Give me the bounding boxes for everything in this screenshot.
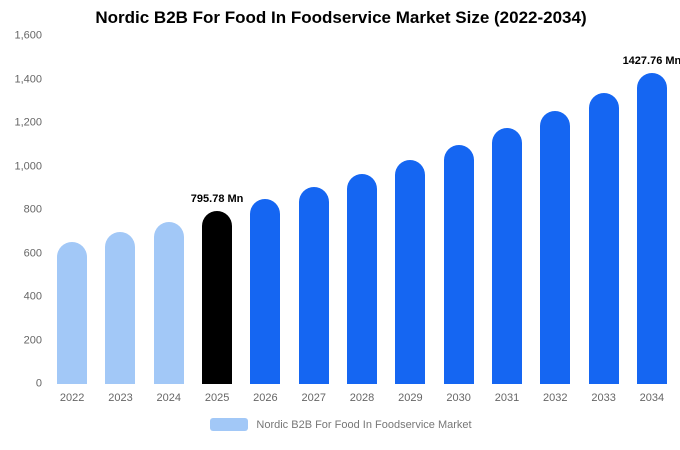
x-tick-label-2023: 2023 <box>108 392 133 404</box>
x-axis: 2022 2023 2024 2025 2026 2027 2028 2029 2030 2031… <box>48 384 676 404</box>
bar-2032 <box>540 111 571 384</box>
bar-2026 <box>250 199 281 384</box>
bar-group-2026 <box>241 36 289 384</box>
x-tick-label-2024: 2024 <box>156 392 182 404</box>
x-tick-label-2029: 2029 <box>398 392 423 404</box>
y-tick-label-1200: 1,200 <box>14 116 42 129</box>
y-tick-label-200: 200 <box>23 334 42 346</box>
y-tick-label-600: 600 <box>23 247 42 259</box>
y-tick-label-1600: 1,600 <box>14 29 42 42</box>
x-tick-label-2030: 2030 <box>446 392 471 404</box>
bar-group-2025: 795.78 Mn <box>190 36 244 384</box>
bar-2033 <box>588 93 619 384</box>
bar-group-2030 <box>435 36 483 384</box>
bar-group-2022 <box>48 36 96 384</box>
bar-2030 <box>443 144 474 384</box>
x-tick-label-2026: 2026 <box>253 392 278 404</box>
y-tick-label-0: 0 <box>35 377 42 390</box>
y-tick-label-1400: 1,400 <box>14 73 42 85</box>
legend-swatch[interactable] <box>210 418 249 431</box>
chart-title: Nordic B2B For Food In Foodservice Marke… <box>95 8 587 27</box>
bar-group-2023 <box>96 36 144 384</box>
bar-2034 <box>636 73 667 384</box>
x-tick-label-2022: 2022 <box>59 392 85 404</box>
plot-row: 0 200 400 600 800 1,000 1,200 1,400 1,600 795.78… <box>6 30 680 389</box>
x-tick-label-2028: 2028 <box>349 392 375 404</box>
bar-group-2033 <box>579 36 627 384</box>
x-tick-label-2032: 2032 <box>543 392 568 404</box>
x-tick-label-2034: 2034 <box>639 392 665 404</box>
bar-2031 <box>491 128 522 384</box>
bar-group-2028 <box>338 36 386 384</box>
bar-2025 <box>202 210 233 384</box>
bar-2024 <box>153 221 184 384</box>
y-tick-label-400: 400 <box>23 290 42 303</box>
bar-2022 <box>57 241 88 384</box>
bar-2028 <box>347 173 378 384</box>
bar-group-2032 <box>531 36 579 384</box>
bar-group-2024 <box>145 36 193 384</box>
bar-2029 <box>395 159 426 384</box>
bar-group-2027 <box>290 36 338 384</box>
x-tick-label-2033: 2033 <box>591 392 616 404</box>
bar-value-label-2025: 795.78 Mn <box>190 192 244 205</box>
legend: Nordic B2B For Food In Foodservice Marke… <box>6 418 676 431</box>
bar-2023 <box>105 231 136 384</box>
bar-value-label-2034: 1427.76 Mn <box>622 55 680 68</box>
y-axis: 0 200 400 600 800 1,000 1,200 1,400 1,600 <box>6 30 48 389</box>
y-tick-label-1000: 1,000 <box>14 160 42 172</box>
bar-group-2031 <box>483 36 531 384</box>
bar-group-2034: 1427.76 Mn <box>623 36 680 384</box>
bar-group-2029 <box>386 36 434 384</box>
x-tick-label-2027: 2027 <box>301 392 326 404</box>
y-tick-label-800: 800 <box>23 203 42 216</box>
plot-area: 795.78 Mn 1427.76 Mn <box>48 36 680 384</box>
legend-label[interactable]: Nordic B2B For Food In Foodservice Marke… <box>256 418 472 431</box>
bar-2027 <box>298 186 329 384</box>
x-tick-label-2025: 2025 <box>204 392 230 404</box>
x-tick-label-2031: 2031 <box>494 392 520 404</box>
